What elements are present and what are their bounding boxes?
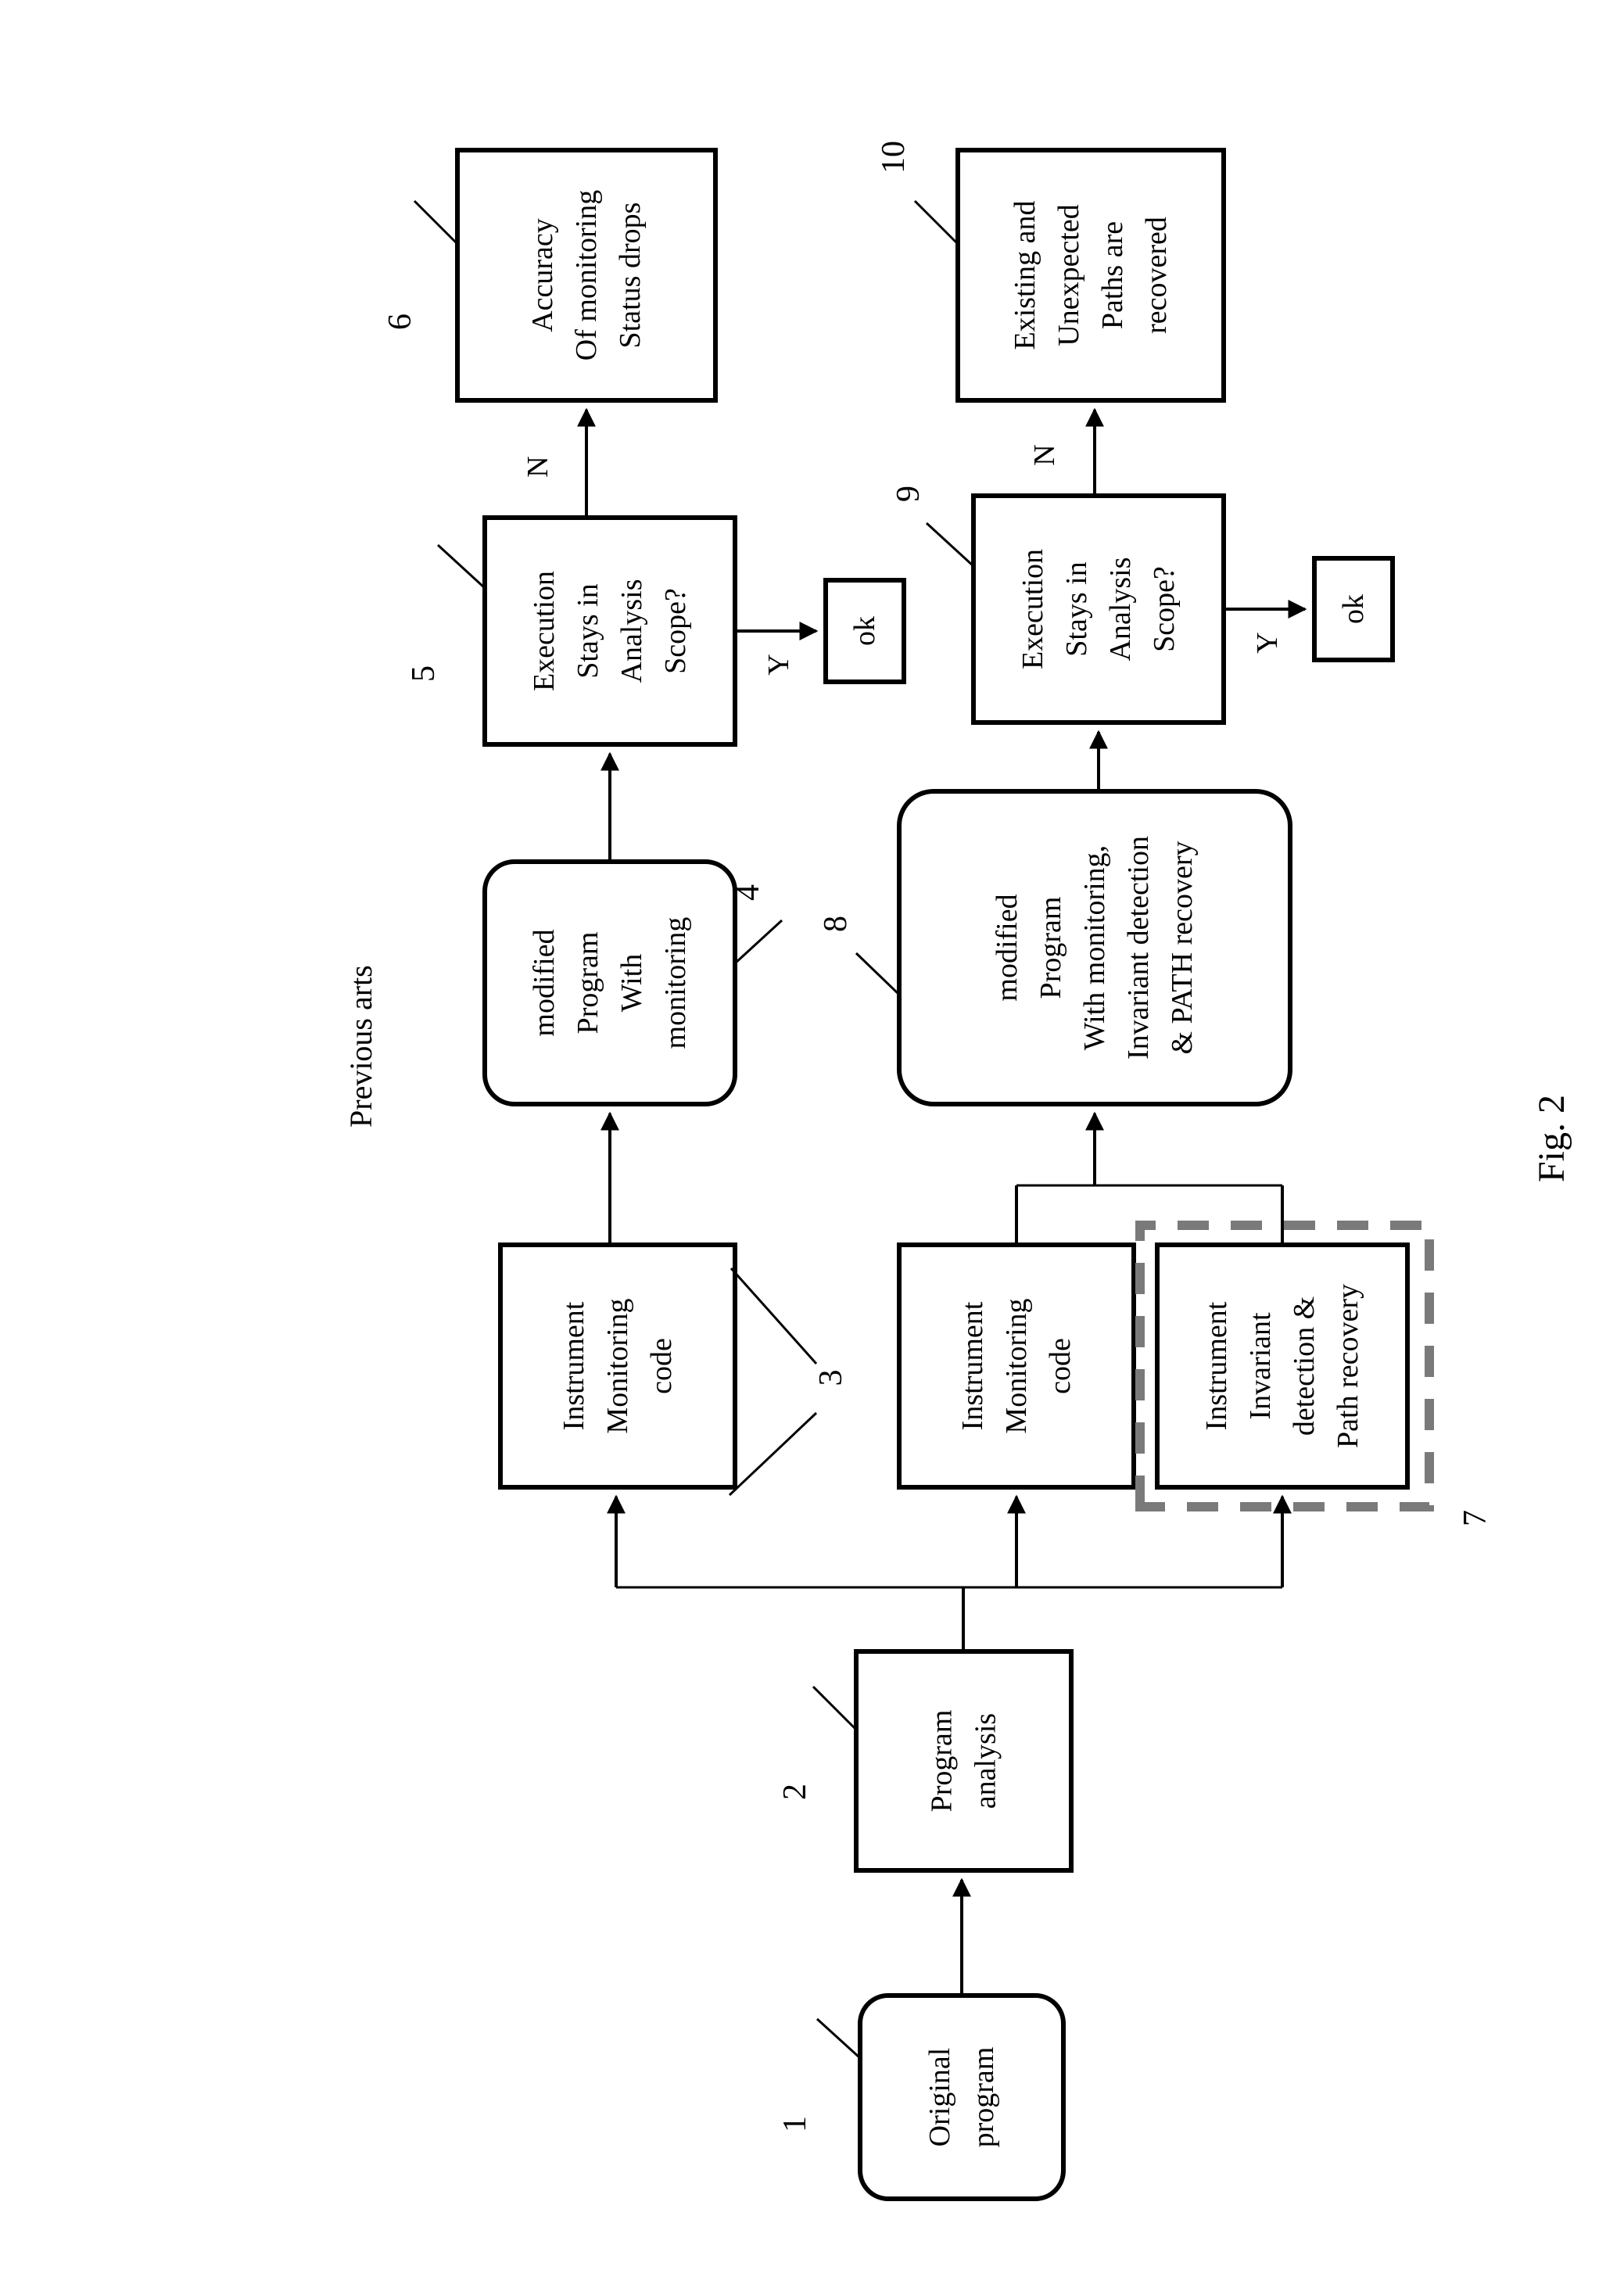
ref-num-4: 4 xyxy=(730,884,766,901)
ref-num-3: 3 xyxy=(813,1370,849,1386)
ref-num-9: 9 xyxy=(891,486,927,502)
node-n7: InstrumentInvariantdetection &Path recov… xyxy=(1140,1225,1429,1507)
edge-label-Y-ok2: Y xyxy=(1251,632,1284,653)
node-ok2-text: ok xyxy=(1337,594,1370,624)
node-n9: ExecutionStays inAnalysisScope? xyxy=(973,496,1224,723)
ref-num-2: 2 xyxy=(777,1784,813,1800)
figure-2: Previous arts Originalprogram Programanal… xyxy=(0,0,1624,2277)
edge-label-N-n6: N xyxy=(522,456,554,477)
node-n5: ExecutionStays inAnalysisScope? xyxy=(485,518,735,744)
ref-num-7: 7 xyxy=(1457,1510,1493,1526)
edge-label-N-n10: N xyxy=(1028,444,1061,465)
node-n2: Programanalysis xyxy=(856,1651,1071,1870)
node-ok1: ok xyxy=(826,580,904,682)
header-label: Previous arts xyxy=(343,965,378,1128)
node-n3b: InstrumentMonitoringcode xyxy=(899,1245,1134,1487)
node-ok1-text: ok xyxy=(848,616,881,646)
node-n3a: InstrumentMonitoringcode xyxy=(500,1245,735,1487)
node-n4: modifiedProgramWithmonitoring xyxy=(485,862,735,1104)
ref-num-5: 5 xyxy=(406,665,442,682)
edge-label-Y-ok1: Y xyxy=(762,654,795,675)
ref-num-10: 10 xyxy=(876,141,912,174)
ref-num-8: 8 xyxy=(818,916,854,932)
figure-caption: Fig. 2 xyxy=(1531,1095,1572,1182)
ref-num-6: 6 xyxy=(382,314,418,330)
node-n10: Existing andUnexpectedPaths arerecovered xyxy=(958,150,1224,400)
node-ok2: ok xyxy=(1314,558,1393,660)
ref-num-1: 1 xyxy=(777,2116,813,2132)
node-n1: Originalprogram xyxy=(860,1996,1063,2199)
node-n8: modifiedProgramWith monitoring,Invariant… xyxy=(899,791,1290,1104)
node-n6: AccuracyOf monitoringStatus drops xyxy=(457,150,715,400)
